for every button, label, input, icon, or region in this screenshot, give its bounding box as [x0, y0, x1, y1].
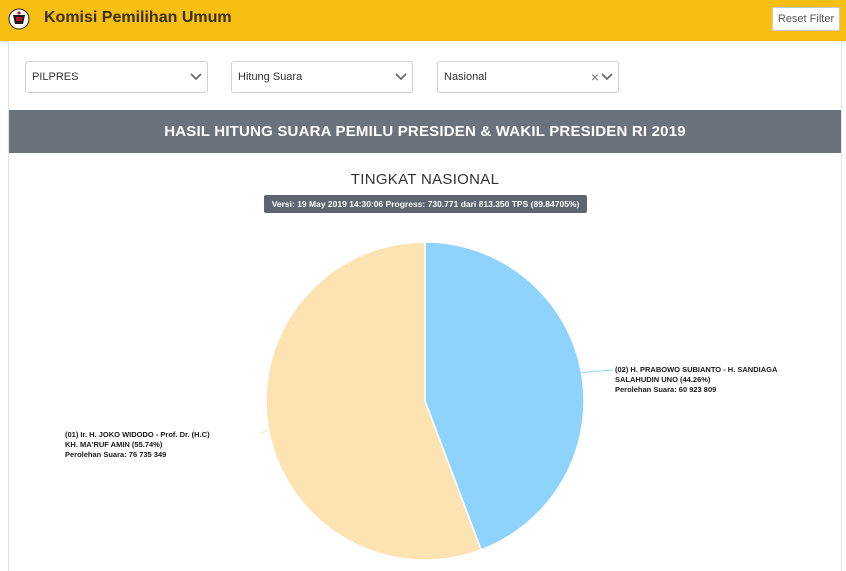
region-value: Nasional: [444, 71, 487, 83]
pie-slice-prabowo[interactable]: [424, 241, 585, 551]
top-bar: Komisi Pemilihan Umum Reset Filter: [0, 0, 846, 41]
slice-connector-line: [581, 369, 614, 373]
kpu-logo-icon: [8, 8, 30, 30]
clear-icon[interactable]: ×: [590, 69, 599, 85]
election-type-value: PILPRES: [32, 71, 79, 83]
reset-filter-button[interactable]: Reset Filter: [772, 7, 840, 31]
slice-label-line: (02) H. PRABOWO SUBIANTO - H. SANDIAGA: [615, 365, 778, 374]
version-badge: Versi: 19 May 2019 14:30:06 Progress: 73…: [264, 195, 587, 213]
slice-label-line: Perolehan Suara: 76 735 349: [65, 450, 167, 459]
slice-label-jokowi: (01) Ir. H. JOKO WIDODO - Prof. Dr. (H.C…: [65, 430, 210, 460]
results-banner: HASIL HITUNG SUARA PEMILU PRESIDEN & WAK…: [9, 110, 841, 153]
slice-label-line: Perolehan Suara: 60 923 809: [615, 385, 717, 394]
election-type-select[interactable]: PILPRES: [25, 61, 208, 93]
region-select[interactable]: Nasional ×: [437, 61, 619, 93]
chevron-down-icon: [190, 73, 202, 81]
chevron-down-icon: [601, 73, 613, 81]
slice-connector-line: [260, 429, 269, 434]
slice-label-line: (01) Ir. H. JOKO WIDODO - Prof. Dr. (H.C…: [65, 430, 210, 439]
count-type-value: Hitung Suara: [238, 71, 303, 83]
count-type-select[interactable]: Hitung Suara: [231, 61, 413, 93]
app-title: Komisi Pemilihan Umum: [44, 9, 232, 26]
slice-label-prabowo: (02) H. PRABOWO SUBIANTO - H. SANDIAGA S…: [615, 365, 777, 395]
slice-label-line: SALAHUDIN UNO (44.26%): [615, 375, 711, 384]
pie-chart: [260, 241, 614, 561]
main-content: PILPRES Hitung Suara Nasional × HASIL HI…: [8, 41, 842, 571]
chart-subtitle: TINGKAT NASIONAL: [350, 171, 500, 188]
chevron-down-icon: [395, 73, 407, 81]
slice-label-line: KH. MA'RUF AMIN (55.74%): [65, 440, 163, 449]
pie-slice-jokowi[interactable]: [265, 241, 483, 561]
